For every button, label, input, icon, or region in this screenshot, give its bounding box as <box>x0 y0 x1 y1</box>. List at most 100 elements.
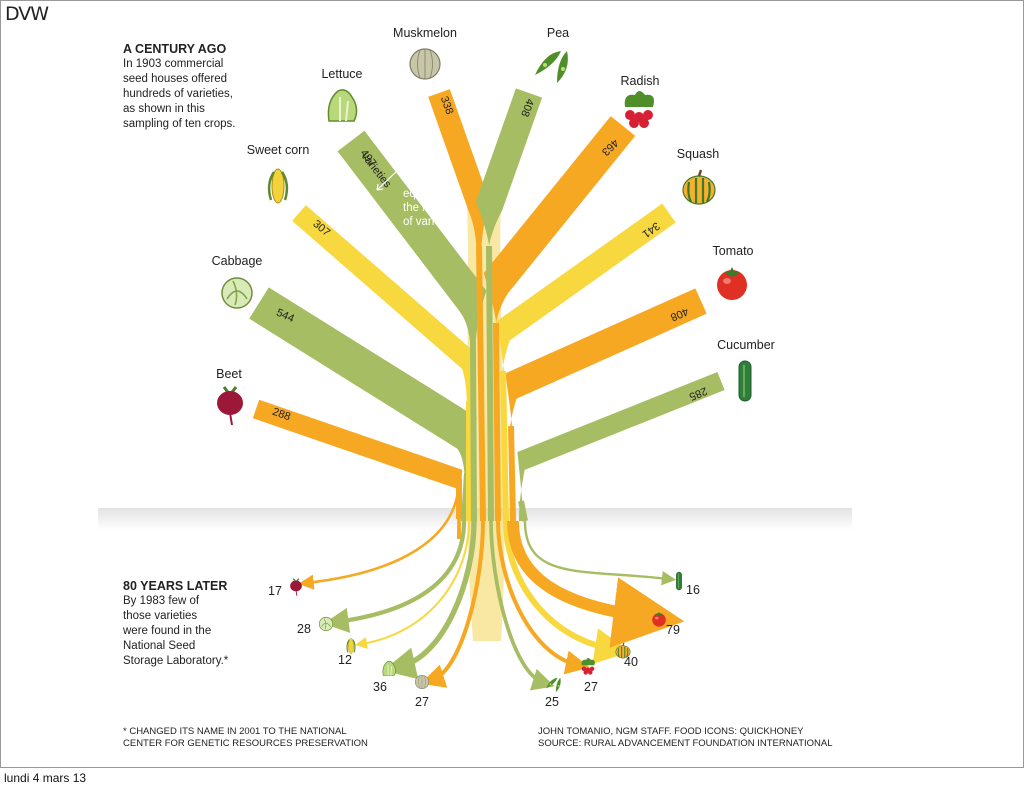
branch-cabbage <box>249 287 477 493</box>
value-1983: 27 <box>415 695 429 709</box>
footnote-line: * CHANGED ITS NAME IN 2001 TO THE NATION… <box>123 726 347 737</box>
value-1903: 408 <box>518 97 536 118</box>
squash-icon <box>682 169 716 205</box>
intro-line: seed houses offered <box>123 73 228 85</box>
intro-line: hundreds of varieties, <box>123 88 233 100</box>
value-1983: 36 <box>373 680 387 694</box>
crop-label: Muskmelon <box>393 26 457 40</box>
later-line: Storage Laboratory.* <box>123 655 229 667</box>
footnote-right: JOHN TOMANIO, NGM STAFF. FOOD ICONS: QUI… <box>538 726 833 750</box>
melon-icon <box>414 674 430 690</box>
radish-icon <box>624 91 654 128</box>
footnote-line: CENTER FOR GENETIC RESOURCES PRESERVATIO… <box>123 738 368 749</box>
width-arrow <box>376 151 418 191</box>
later-line: those varieties <box>123 610 198 622</box>
intro-line: sampling of ten crops. <box>123 118 236 130</box>
later-line: were found in the <box>123 625 212 637</box>
width-note-line: Width <box>403 174 433 186</box>
cabbage-icon <box>221 277 253 309</box>
corn-icon <box>346 638 356 654</box>
crop-label: Cabbage <box>212 254 263 268</box>
crop-label: Tomato <box>713 244 754 258</box>
tomato-icon <box>717 267 747 300</box>
later-heading: 80 YEARS LATER <box>123 579 228 593</box>
beet-icon <box>290 578 302 596</box>
cabbage-icon <box>318 616 334 632</box>
crop-label: Radish <box>621 74 660 88</box>
width-arrow-heads <box>376 151 418 191</box>
pea-icon <box>545 677 561 693</box>
trunk-strand <box>500 370 509 522</box>
value-1983: 17 <box>268 584 282 598</box>
stem-1983 <box>298 478 461 590</box>
credit-line: JOHN TOMANIO, NGM STAFF. FOOD ICONS: QUI… <box>538 726 804 737</box>
trunk-strand <box>486 245 494 522</box>
lettuce-icon <box>382 660 396 676</box>
footnote-left: * CHANGED ITS NAME IN 2001 TO THE NATION… <box>123 726 368 750</box>
radish-icon <box>581 658 595 675</box>
slide-frame: DVW 288 Beet 17 544 Cabbage 28 307 Sweet corn 12… <box>0 0 1024 768</box>
intro-line: In 1903 commercial <box>123 58 224 70</box>
corn-icon <box>267 168 289 204</box>
stem-1983 <box>383 520 477 680</box>
tomato-icon <box>652 611 666 627</box>
value-1903: 338 <box>438 95 456 116</box>
value-1983: 28 <box>297 622 311 636</box>
crop-label: Cucumber <box>717 338 775 352</box>
melon-icon <box>409 48 441 80</box>
branch-tomato <box>505 288 707 446</box>
width-note-line: of varieties <box>403 216 459 228</box>
later-line: By 1983 few of <box>123 595 200 607</box>
stem-1983 <box>489 520 555 691</box>
crop-label: Beet <box>216 367 242 381</box>
width-note-line: equals <box>403 188 437 200</box>
width-note-line: the number <box>403 202 462 214</box>
stem-1983 <box>323 520 467 633</box>
value-1983: 79 <box>666 623 680 637</box>
slide-date: lundi 4 mars 13 <box>4 771 87 785</box>
value-1983: 27 <box>584 680 598 694</box>
value-1983: 40 <box>624 655 638 669</box>
trunk-strand <box>518 500 528 522</box>
stem-1983 <box>355 520 470 650</box>
beet-icon <box>217 386 243 426</box>
crop-label: Squash <box>677 147 719 161</box>
intro-line: as shown in this <box>123 103 205 115</box>
trunk-strand <box>476 245 486 522</box>
stem-1983 <box>507 520 685 648</box>
cucumber-icon <box>676 571 682 591</box>
trunk-strand <box>508 425 516 522</box>
pea-icon <box>535 51 568 83</box>
source-line: SOURCE: RURAL ADVANCEMENT FOUNDATION INT… <box>538 738 833 749</box>
logo: DVW <box>5 3 49 25</box>
crop-label: Pea <box>547 26 569 40</box>
value-1983: 25 <box>545 695 559 709</box>
branch-sweet-corn <box>292 205 476 421</box>
trunk-strand <box>493 322 501 522</box>
branch-cucumber <box>517 372 725 521</box>
squash-icon <box>615 642 631 659</box>
stem-1983 <box>503 520 631 664</box>
branch-radish <box>483 116 636 344</box>
branch-muskmelon <box>428 89 490 266</box>
branch-lettuce <box>337 130 487 361</box>
stem-1983 <box>495 520 590 675</box>
intro-heading: A CENTURY AGO <box>123 42 227 56</box>
later-text: 80 YEARS LATER By 1983 few of those vari… <box>123 579 228 669</box>
cucumber-icon <box>738 360 752 402</box>
branch-beet <box>252 399 463 539</box>
branch-pea <box>475 88 543 266</box>
intro-text: A CENTURY AGO In 1903 commercial seed ho… <box>123 42 236 132</box>
trunk-strand <box>470 340 477 522</box>
stem-1983 <box>523 520 677 586</box>
value-1903: 288 <box>271 406 292 424</box>
later-line: National Seed <box>123 640 196 652</box>
value-1983: 12 <box>338 653 352 667</box>
stem-1983 <box>420 520 486 688</box>
lettuce-icon <box>327 89 358 122</box>
value-1983: 16 <box>686 583 700 597</box>
crop-label: Lettuce <box>321 67 362 81</box>
crop-label: Sweet corn <box>247 143 310 157</box>
width-note: Width equals the number of varieties <box>403 173 461 229</box>
